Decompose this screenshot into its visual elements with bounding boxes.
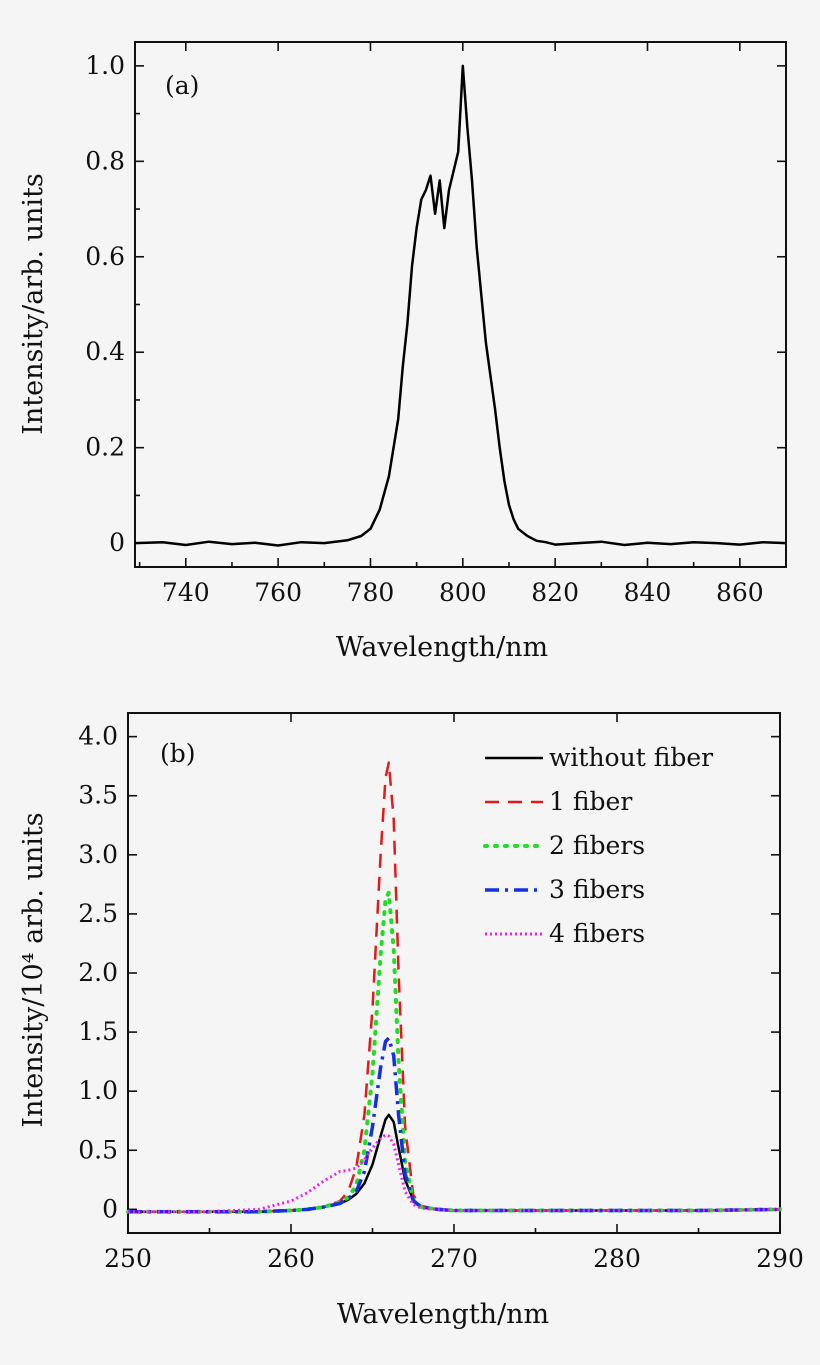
legend-label-4: 4 fibers xyxy=(549,919,645,948)
panel-b-y-tick-label: 2.5 xyxy=(78,899,118,928)
panel-a-x-tick-label: 840 xyxy=(624,578,672,607)
panel-b-x-tick-label: 290 xyxy=(756,1244,804,1273)
panel-a-x-tick-label: 820 xyxy=(531,578,579,607)
panel-b-y-tick-label: 2.0 xyxy=(78,958,118,987)
panel-a-y-tick-label: 0.6 xyxy=(85,242,125,271)
panel-a-series xyxy=(134,64,787,547)
panel-b-legend: without fiber 1 fiber 2 fibers 3 fibers 4 fi… xyxy=(483,743,713,948)
panel-a-x-tick-label: 800 xyxy=(439,578,487,607)
panel-a-y-tick-label: 0.4 xyxy=(85,337,125,366)
panel-b-ticks: 250 260 270 280 290 0 0.5 1.0 1.5 2.0 2.5 3.0 3.5 4.0 xyxy=(78,713,804,1273)
panel-b-plot-frame xyxy=(127,712,781,1234)
panel-b-series-line-1 xyxy=(128,761,781,1213)
panel-a-x-tick-label: 760 xyxy=(254,578,302,607)
panel-b-series-line-3 xyxy=(128,1036,781,1214)
legend-label-0: without fiber xyxy=(549,743,713,772)
panel-a-y-tick-label: 0 xyxy=(109,528,125,557)
panel-a-label: (a) xyxy=(165,71,199,100)
panel-b-y-tick-label: 1.0 xyxy=(78,1076,118,1105)
panel-a-series-line-0 xyxy=(134,64,787,547)
panel-b-x-tick-label: 280 xyxy=(593,1244,641,1273)
panel-b-y-tick-label: 0 xyxy=(102,1194,118,1223)
legend-label-2: 2 fibers xyxy=(549,831,645,860)
panel-b-y-tick-label: 1.5 xyxy=(78,1017,118,1046)
panel-a-x-tick-label: 860 xyxy=(716,578,764,607)
panel-a-y-axis-label: Intensity/arb. units xyxy=(18,173,49,435)
panel-a-x-tick-label: 740 xyxy=(162,578,210,607)
panel-b-series-line-0 xyxy=(128,1113,781,1213)
panel-b-series-line-2 xyxy=(126,890,782,1214)
panel-b-x-axis-label: Wavelength/nm xyxy=(337,1299,549,1330)
legend-label-1: 1 fiber xyxy=(549,787,632,816)
panel-a-y-tick-label: 1.0 xyxy=(85,51,125,80)
panel-b-x-tick-label: 260 xyxy=(267,1244,315,1273)
panel-b-label: (b) xyxy=(160,739,196,768)
panel-b-series-line-4 xyxy=(128,1133,781,1214)
panel-b-x-tick-label: 270 xyxy=(430,1244,478,1273)
panel-b-y-tick-label: 3.5 xyxy=(78,781,118,810)
panel-a-x-tick-label: 780 xyxy=(347,578,395,607)
panel-a-ticks: 740 760 780 800 820 840 860 0 0.2 0.4 0.6 0.8 1.0 xyxy=(85,42,787,607)
panel-a-x-axis-label: Wavelength/nm xyxy=(336,632,548,663)
panel-b-y-tick-label: 4.0 xyxy=(78,722,118,751)
panel-a: 740 760 780 800 820 840 860 0 0.2 0.4 0.6 0.8 1.0 (a… xyxy=(18,41,787,663)
panel-b-series xyxy=(126,761,782,1214)
panel-b-y-axis-label: Intensity/10⁴ arb. units xyxy=(18,812,49,1127)
legend-label-3: 3 fibers xyxy=(549,875,645,904)
panel-b-y-tick-label: 3.0 xyxy=(78,840,118,869)
panel-a-y-tick-label: 0.2 xyxy=(85,433,125,462)
panel-b-x-tick-label: 250 xyxy=(104,1244,152,1273)
panel-b: 250 260 270 280 290 0 0.5 1.0 1.5 2.0 2.5 3.0 3.5 4.0… xyxy=(18,712,804,1330)
panel-a-y-tick-label: 0.8 xyxy=(85,146,125,175)
panel-b-y-tick-label: 0.5 xyxy=(78,1135,118,1164)
